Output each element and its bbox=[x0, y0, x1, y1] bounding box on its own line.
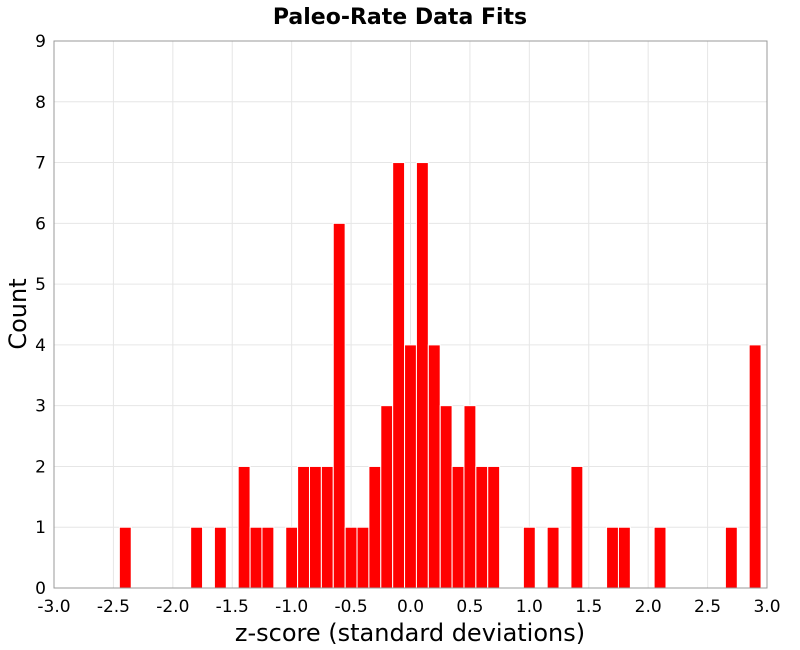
plot-area-frame bbox=[53, 40, 768, 589]
x-tick-label: -3.0 bbox=[37, 597, 70, 617]
y-axis-label: Count bbox=[4, 278, 32, 349]
histogram-bar bbox=[522, 526, 536, 589]
chart-title: Paleo-Rate Data Fits bbox=[273, 5, 527, 30]
y-tick-label: 8 bbox=[35, 93, 46, 113]
x-tick-label: -2.5 bbox=[97, 597, 130, 617]
histogram-bar bbox=[261, 526, 275, 589]
histogram-bar bbox=[356, 526, 370, 589]
histogram-bar bbox=[487, 465, 501, 589]
histogram-bar bbox=[748, 344, 762, 589]
bars bbox=[118, 162, 762, 589]
y-tick-label: 5 bbox=[35, 275, 46, 295]
x-tick-label: -0.5 bbox=[334, 597, 367, 617]
x-axis-label: z-score (standard deviations) bbox=[235, 619, 585, 647]
y-tick-label: 7 bbox=[35, 154, 46, 174]
x-tick-label: 2.5 bbox=[694, 597, 721, 617]
y-tick-label: 4 bbox=[35, 336, 46, 356]
histogram-bar bbox=[237, 465, 251, 589]
histogram-bar bbox=[213, 526, 227, 589]
histogram-bar bbox=[320, 465, 334, 589]
histogram-bar bbox=[606, 526, 619, 589]
y-tick-label: 9 bbox=[35, 32, 46, 52]
x-tick-label: -2.0 bbox=[156, 597, 189, 617]
x-axis-ticks: -3.0 -2.5 -2.0 -1.5 -1.0 -0.5 0.0 0.5 1.0 1.5 2.0 2… bbox=[37, 597, 780, 617]
x-tick-label: 0.5 bbox=[456, 597, 483, 617]
y-tick-label: 6 bbox=[35, 214, 46, 234]
histogram-bar bbox=[297, 465, 310, 589]
y-tick-label: 1 bbox=[35, 518, 46, 538]
histogram-bar bbox=[380, 405, 394, 589]
histogram-bar bbox=[427, 344, 441, 589]
histogram-bar bbox=[344, 526, 358, 589]
x-tick-label: -1.0 bbox=[275, 597, 308, 617]
y-tick-label: 0 bbox=[35, 579, 46, 599]
histogram-bar bbox=[392, 162, 406, 589]
y-tick-label: 2 bbox=[35, 457, 46, 477]
x-tick-label: 2.0 bbox=[635, 597, 662, 617]
histogram-bar bbox=[463, 405, 477, 589]
histogram-bar bbox=[249, 526, 263, 589]
histogram-bar bbox=[546, 526, 560, 589]
histogram-bar bbox=[724, 526, 738, 589]
histogram-bar bbox=[285, 526, 299, 589]
histogram-bar bbox=[190, 526, 204, 589]
histogram-bar bbox=[475, 465, 489, 589]
x-tick-label: 1.5 bbox=[575, 597, 602, 617]
histogram-bar bbox=[570, 465, 584, 589]
histogram-bar bbox=[617, 526, 631, 589]
histogram-bar bbox=[653, 526, 667, 589]
y-tick-label: 3 bbox=[35, 397, 46, 417]
histogram-bar bbox=[118, 526, 132, 589]
histogram-bar bbox=[332, 222, 346, 589]
histogram-bar bbox=[415, 162, 429, 589]
x-tick-label: 3.0 bbox=[753, 597, 780, 617]
y-axis-ticks: 0 1 2 3 4 5 6 7 8 9 bbox=[35, 32, 46, 599]
x-tick-label: 0.0 bbox=[397, 597, 424, 617]
x-tick-label: -1.5 bbox=[216, 597, 249, 617]
histogram-bar bbox=[404, 344, 417, 589]
histogram-bar bbox=[368, 465, 382, 589]
histogram-bar bbox=[451, 465, 465, 589]
histogram-bar bbox=[308, 465, 322, 589]
x-tick-label: 1.0 bbox=[516, 597, 543, 617]
histogram-bar bbox=[439, 405, 453, 589]
